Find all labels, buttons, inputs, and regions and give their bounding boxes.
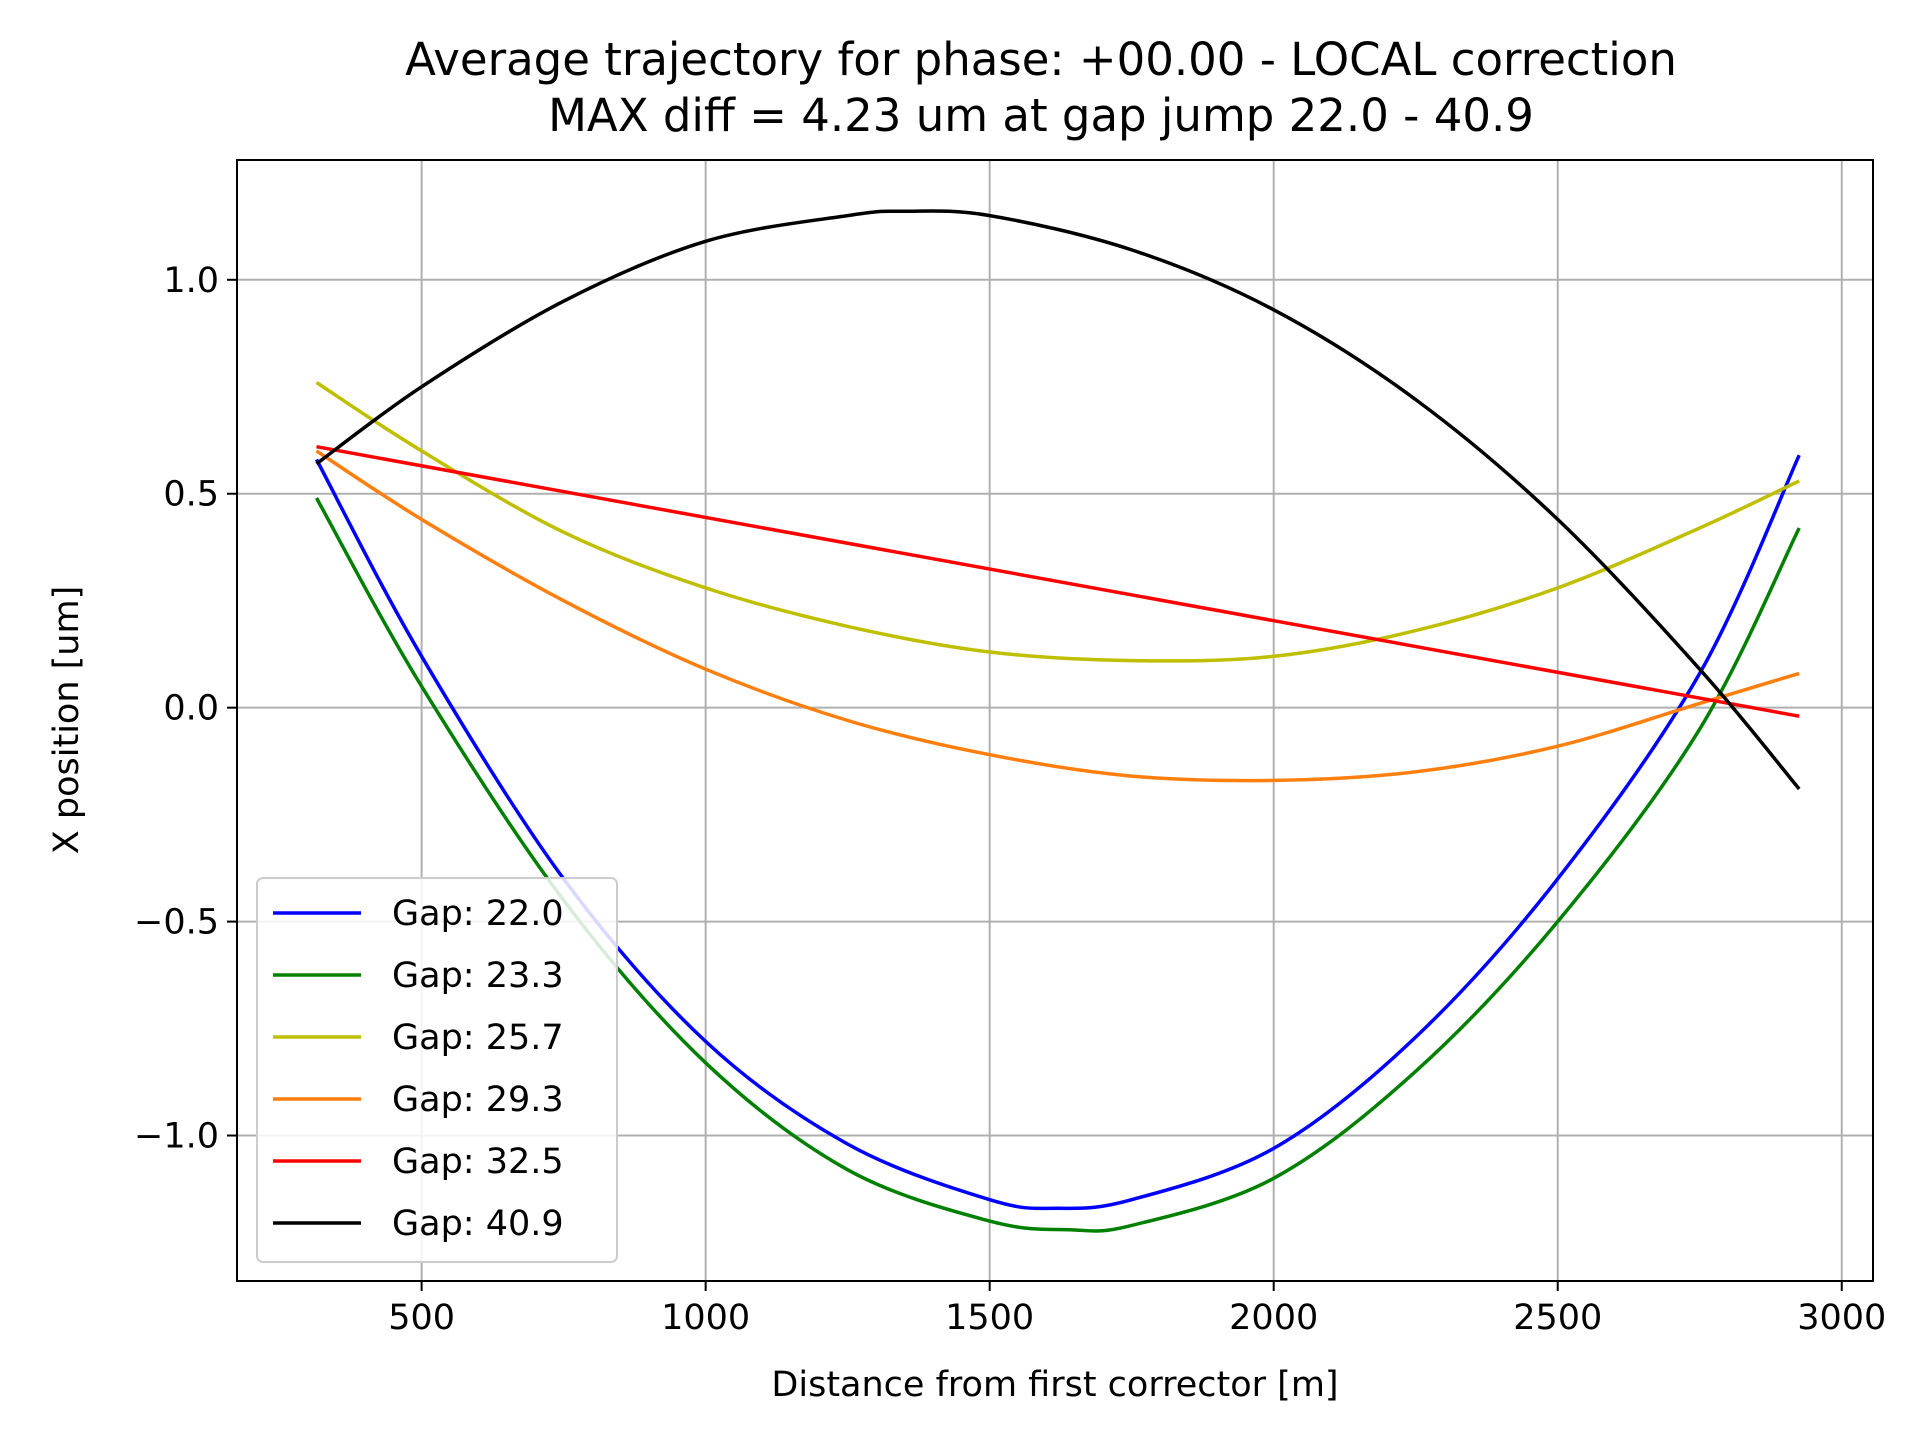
x-axis-label: Distance from first corrector [m] <box>771 1365 1338 1405</box>
legend-label: Gap: 29.3 <box>392 1080 564 1120</box>
y-axis-label: X position [um] <box>47 586 87 854</box>
y-tick-label: 0.0 <box>163 689 219 729</box>
y-tick-label: 1.0 <box>163 261 219 301</box>
y-tick-label: −1.0 <box>134 1117 219 1157</box>
legend-label: Gap: 32.5 <box>392 1142 564 1182</box>
y-tick-label: 0.5 <box>163 475 219 515</box>
legend-label: Gap: 25.7 <box>392 1018 564 1058</box>
plot-series <box>314 209 1801 1233</box>
x-tick-label: 500 <box>388 1298 455 1338</box>
series-line-2 <box>314 497 1801 1233</box>
grid-lines <box>237 160 1873 1281</box>
series-line-3 <box>315 381 1800 663</box>
x-tick-label: 2000 <box>1229 1298 1318 1338</box>
chart-title: Average trajectory for phase: +00.00 - L… <box>405 33 1677 86</box>
chart-subtitle: MAX diff = 4.23 um at gap jump 22.0 - 40… <box>548 89 1534 142</box>
series-line-6 <box>315 209 1801 791</box>
legend: Gap: 22.0 Gap: 23.3 Gap: 25.7 Gap: 29.3 Gap:… <box>256 877 618 1263</box>
legend-label: Gap: 23.3 <box>392 956 564 996</box>
legend-label: Gap: 22.0 <box>392 894 564 934</box>
legend-label: Gap: 40.9 <box>392 1204 564 1244</box>
x-tick-label: 1000 <box>661 1298 750 1338</box>
series-line-1 <box>314 454 1801 1211</box>
axes-frame <box>236 159 1874 1282</box>
x-tick-label: 1500 <box>945 1298 1034 1338</box>
series-line-5 <box>316 444 1800 718</box>
y-tick-label: −0.5 <box>134 903 219 943</box>
x-tick-label: 3000 <box>1797 1298 1886 1338</box>
series-line-4 <box>315 449 1800 783</box>
x-tick-label: 2500 <box>1513 1298 1602 1338</box>
axis-ticks: 500 1000 1500 2000 2500 3000 1.0 0.5 0.0 −0.5 −1.0 <box>134 261 1886 1338</box>
